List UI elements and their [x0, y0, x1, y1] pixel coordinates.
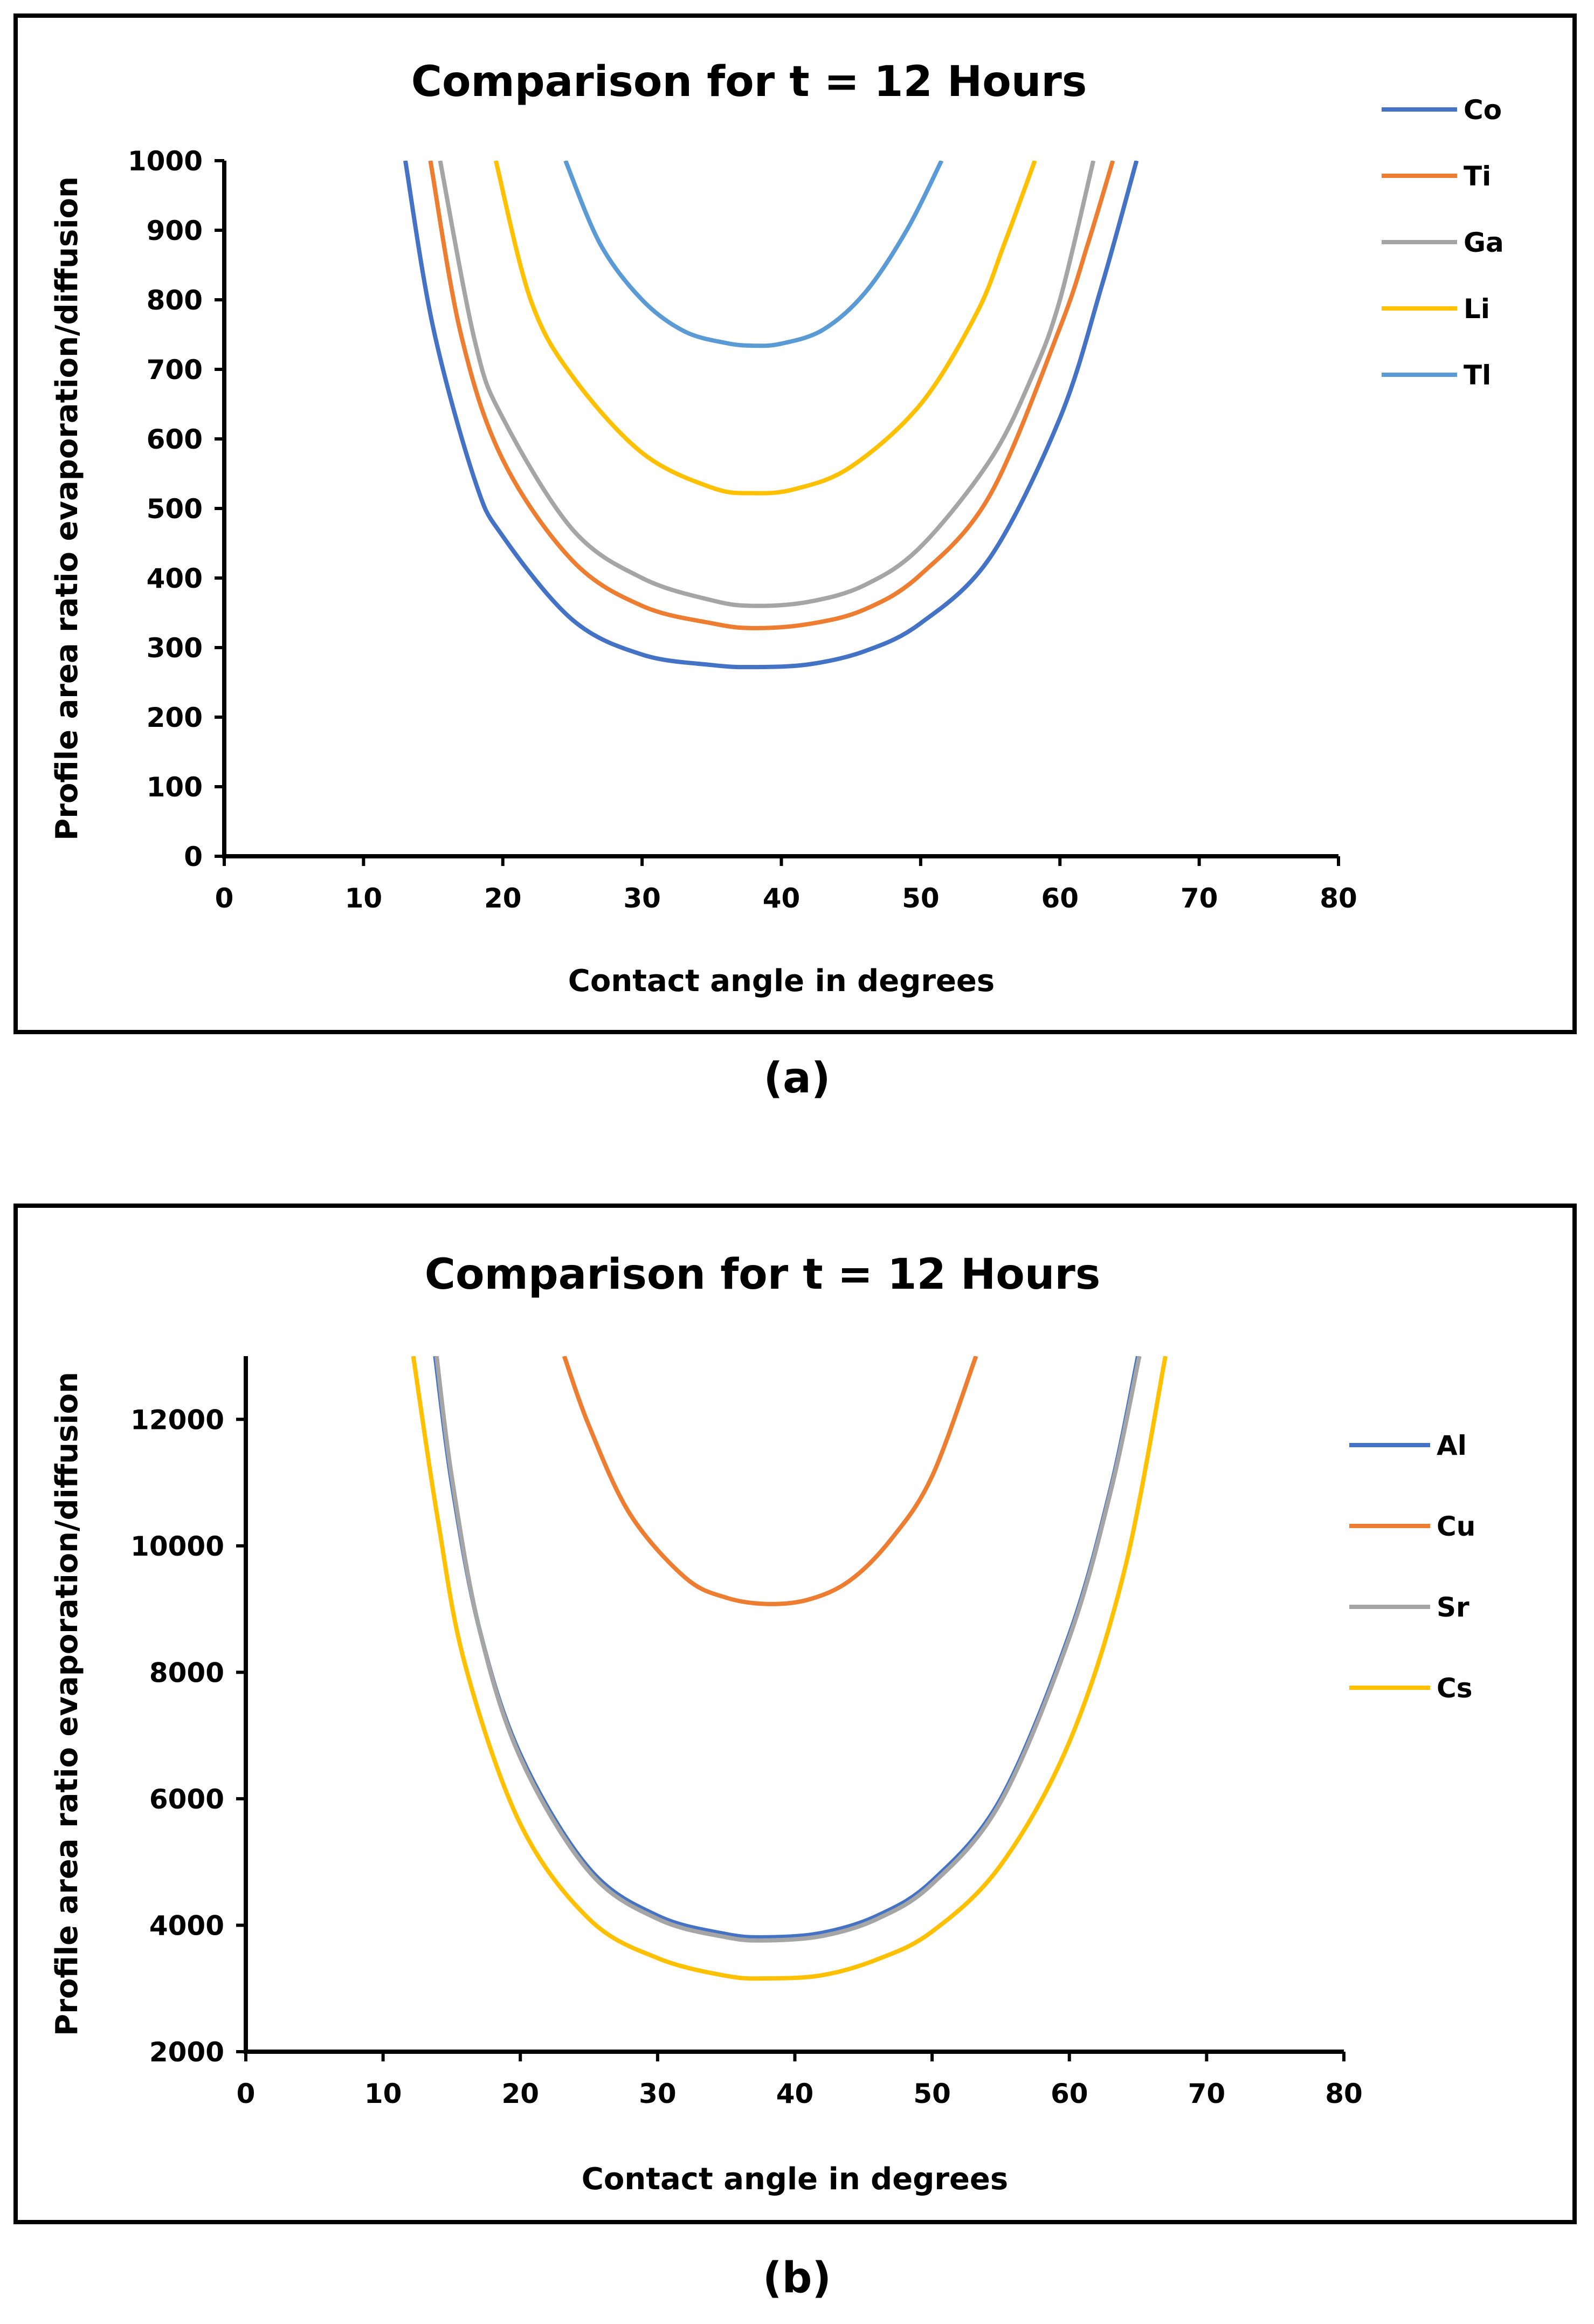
x-tick-label: 60 — [1051, 2078, 1088, 2109]
legend-label-co: Co — [1464, 94, 1502, 126]
y-tick-label: 1000 — [128, 146, 203, 177]
x-tick-label: 30 — [623, 883, 661, 914]
y-tick-label: 800 — [147, 285, 203, 316]
series-line-sr — [434, 1356, 1142, 1943]
y-tick-label: 4000 — [149, 1910, 224, 1941]
y-tick-label: 900 — [147, 215, 203, 246]
legend-label-sr: Sr — [1437, 1592, 1469, 1623]
series-line-ti — [428, 161, 1115, 630]
x-tick-label: 40 — [776, 2078, 814, 2109]
legend-label-cu: Cu — [1437, 1511, 1475, 1542]
legend-label-ga: Ga — [1464, 227, 1504, 258]
y-tick-label: 8000 — [149, 1657, 224, 1688]
y-tick-label: 100 — [147, 772, 203, 803]
x-tick-label: 80 — [1325, 2078, 1363, 2109]
y-axis-label: Profile area ratio evaporation/diffusion — [50, 176, 85, 841]
series-line-co — [403, 161, 1139, 670]
series-line-li — [493, 161, 1037, 496]
legend: Co Ti Ga Li Tl — [1382, 94, 1504, 391]
x-tick-label: 0 — [215, 883, 234, 914]
x-tick-label: 50 — [913, 2078, 951, 2109]
x-tick-label: 0 — [237, 2078, 256, 2109]
series-line-tl — [563, 161, 944, 348]
chart-title: Comparison for t = 12 Hours — [411, 58, 1087, 106]
series-line-ga — [438, 161, 1096, 608]
x-tick-label: 60 — [1041, 883, 1079, 914]
legend: Al Cu Sr Cs — [1349, 1430, 1475, 1704]
x-tick-label: 50 — [902, 883, 940, 914]
y-tick-label: 200 — [147, 702, 203, 733]
chart-a-svg: Comparison for t = 12 Hours 0 10 20 30 40 50 60… — [50, 58, 1504, 999]
y-axis-label: Profile area ratio evaporation/diffusion — [50, 1372, 85, 2036]
legend-label-cs: Cs — [1437, 1673, 1472, 1704]
y-tick-label: 400 — [147, 563, 203, 594]
caption-b: (b) — [762, 2254, 832, 2302]
chart-title: Comparison for t = 12 Hours — [425, 1250, 1101, 1299]
chart-panel-a: Comparison for t = 12 Hours 0 10 20 30 40 50 60… — [13, 13, 1577, 1034]
x-tick-label: 10 — [364, 2078, 402, 2109]
caption-a: (a) — [763, 1054, 831, 1103]
x-tick-label: 40 — [763, 883, 801, 914]
legend-label-li: Li — [1464, 293, 1490, 325]
y-tick-label: 12000 — [130, 1404, 224, 1435]
series-line-cs — [411, 1356, 1168, 1981]
x-tick-label: 20 — [501, 2078, 539, 2109]
x-axis-label: Contact angle in degrees — [568, 964, 995, 999]
series-group — [411, 1356, 1168, 1981]
chart-b-svg: Comparison for t = 12 Hours 0 10 20 30 40 50 60… — [50, 1250, 1475, 2197]
x-tick-label: 70 — [1188, 2078, 1226, 2109]
chart-panel-b: Comparison for t = 12 Hours 0 10 20 30 40 50 60… — [13, 1204, 1577, 2224]
y-tick-label: 700 — [147, 354, 203, 386]
y-tick-label: 6000 — [149, 1784, 224, 1815]
y-tick-label: 500 — [147, 493, 203, 525]
legend-label-ti: Ti — [1464, 161, 1491, 192]
y-tick-label: 300 — [147, 632, 203, 664]
legend-label-tl: Tl — [1464, 360, 1491, 391]
x-tick-label: 70 — [1181, 883, 1218, 914]
x-tick-label: 80 — [1320, 883, 1357, 914]
legend-label-al: Al — [1437, 1430, 1467, 1461]
series-line-cu — [562, 1356, 978, 1606]
y-tick-label: 0 — [184, 841, 203, 872]
series-line-al — [433, 1356, 1141, 1940]
y-tick-label: 600 — [147, 424, 203, 455]
x-tick-label: 30 — [639, 2078, 677, 2109]
y-tick-label: 10000 — [130, 1531, 224, 1562]
y-tick-label: 2000 — [149, 2037, 224, 2068]
x-tick-label: 10 — [345, 883, 383, 914]
series-group — [403, 161, 1139, 670]
x-axis-label: Contact angle in degrees — [582, 2162, 1009, 2197]
x-tick-label: 20 — [484, 883, 522, 914]
